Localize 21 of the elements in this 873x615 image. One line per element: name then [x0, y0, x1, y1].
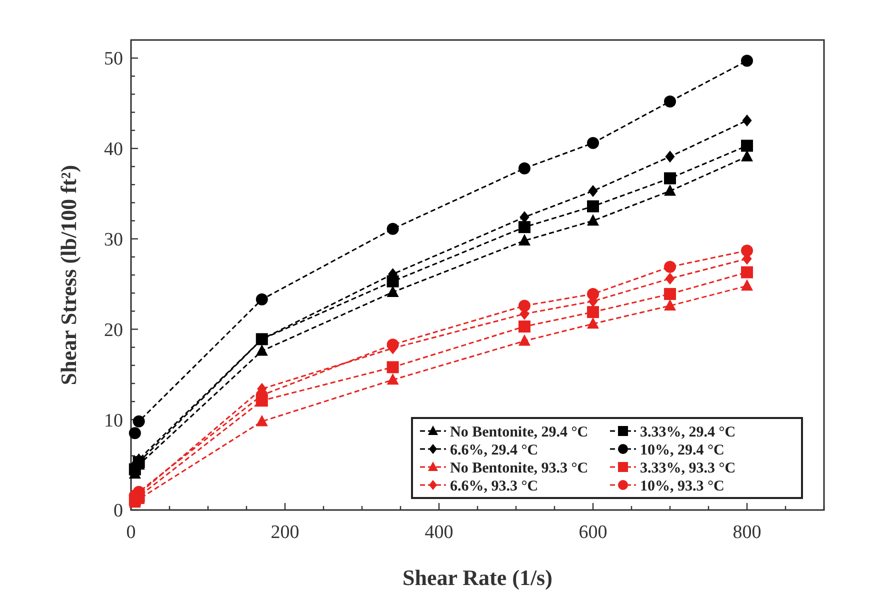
x-axis-title: Shear Rate (1/s): [402, 565, 552, 590]
x-tick-label: 200: [270, 522, 300, 543]
y-axis-title: Shear Stress (lb/100 ft²): [56, 164, 81, 386]
legend-label: 10%, 93.3 °C: [640, 478, 724, 494]
legend-label: 6.6%, 29.4 °C: [450, 442, 538, 458]
legend-label: 3.33%, 93.3 °C: [640, 460, 736, 476]
x-tick-label: 0: [126, 522, 136, 543]
legend-label: No Bentonite, 29.4 °C: [450, 424, 588, 440]
legend-label: 6.6%, 93.3 °C: [450, 478, 538, 494]
legend-label: No Bentonite, 93.3 °C: [450, 460, 588, 476]
y-tick-label: 0: [114, 500, 123, 522]
x-tick-label: 400: [424, 522, 454, 543]
x-tick-label: 600: [578, 522, 608, 543]
legend-label: 10%, 29.4 °C: [640, 442, 724, 458]
legend-label: 3.33%, 29.4 °C: [640, 424, 736, 440]
x-tick-label: 800: [732, 522, 762, 543]
y-tick-label: 30: [104, 229, 123, 250]
y-tick-label: 50: [104, 48, 123, 70]
y-tick-label: 10: [104, 410, 123, 432]
y-tick-label: 40: [104, 139, 123, 160]
y-tick-label: 20: [104, 320, 123, 341]
